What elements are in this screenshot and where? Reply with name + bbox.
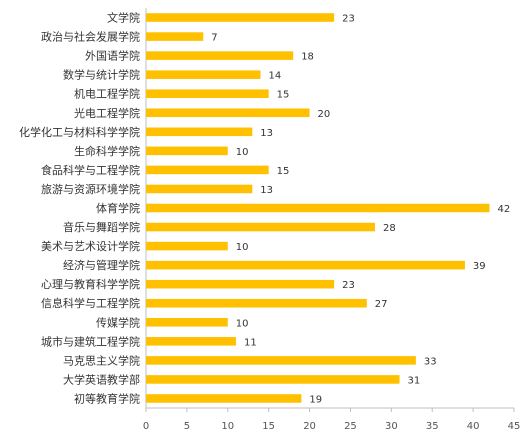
value-label: 10 <box>236 242 249 253</box>
value-label: 15 <box>277 90 290 101</box>
category-label: 数学与统计学院 <box>63 68 140 82</box>
category-label: 心理与教育科学学院 <box>41 277 140 291</box>
category-label: 光电工程学院 <box>74 106 140 120</box>
category-label: 美术与艺术设计学院 <box>41 239 140 253</box>
value-label: 13 <box>260 128 273 139</box>
x-tick-label: 30 <box>385 421 398 432</box>
bar <box>146 165 269 175</box>
x-tick-label: 10 <box>221 421 234 432</box>
bar <box>146 394 302 403</box>
category-label: 初等教育学院 <box>74 391 140 405</box>
bar <box>146 337 236 346</box>
bar <box>146 260 465 270</box>
value-label: 10 <box>236 318 249 329</box>
value-label: 15 <box>277 166 290 177</box>
category-label: 生命科学学院 <box>74 144 140 158</box>
x-tick-label: 0 <box>143 421 149 432</box>
value-label: 7 <box>211 33 217 44</box>
category-label: 大学英语教学部 <box>63 372 140 386</box>
category-label: 化学化工与材料科学学院 <box>19 125 140 139</box>
value-label: 14 <box>268 71 281 82</box>
category-label: 马克思主义学院 <box>63 353 140 367</box>
x-tick-label: 40 <box>467 421 480 432</box>
value-label: 20 <box>318 109 331 120</box>
value-label: 23 <box>342 280 355 291</box>
bar <box>146 89 269 98</box>
category-label: 文学院 <box>107 11 140 25</box>
category-label: 传媒学院 <box>96 315 140 329</box>
bar <box>146 241 228 251</box>
chart-bars <box>146 13 490 403</box>
value-label: 42 <box>497 204 510 215</box>
bar <box>146 318 228 327</box>
bar <box>146 51 294 60</box>
value-label: 23 <box>342 14 355 25</box>
x-tick-label: 5 <box>184 421 190 432</box>
value-label: 27 <box>375 299 388 310</box>
bar <box>146 108 310 118</box>
value-label: 10 <box>236 147 249 158</box>
category-label: 食品科学与工程学院 <box>41 163 140 177</box>
value-label: 19 <box>309 394 322 405</box>
value-label: 39 <box>473 261 486 272</box>
category-label: 体育学院 <box>96 201 140 215</box>
bar <box>146 146 228 156</box>
category-labels: 文学院政治与社会发展学院外国语学院数学与统计学院机电工程学院光电工程学院化学化工… <box>19 11 140 406</box>
value-label: 33 <box>424 356 437 367</box>
x-tick-label: 45 <box>508 421 521 432</box>
x-tick-label: 25 <box>344 421 357 432</box>
bar <box>146 279 335 289</box>
bar <box>146 32 204 41</box>
x-tick-label: 15 <box>262 421 275 432</box>
x-tick-label: 35 <box>426 421 439 432</box>
value-label: 11 <box>244 337 257 348</box>
bar <box>146 356 416 365</box>
bar <box>146 184 253 194</box>
category-label: 城市与建筑工程学院 <box>41 334 140 348</box>
bar <box>146 298 367 308</box>
category-label: 信息科学与工程学院 <box>41 296 140 310</box>
bar <box>146 13 335 22</box>
category-label: 机电工程学院 <box>74 87 140 101</box>
bar <box>146 127 253 137</box>
x-tick-label: 20 <box>303 421 316 432</box>
category-label: 旅游与资源环境学院 <box>41 182 140 196</box>
bar <box>146 70 261 79</box>
category-label: 政治与社会发展学院 <box>41 30 140 44</box>
value-label: 13 <box>260 185 273 196</box>
bar <box>146 375 400 384</box>
category-label: 音乐与舞蹈学院 <box>63 220 140 234</box>
value-label: 31 <box>408 375 421 386</box>
x-axis-ticks: 0 5 10 15 20 25 30 35 40 45 <box>143 408 521 432</box>
value-label: 18 <box>301 52 314 63</box>
category-label: 外国语学院 <box>85 49 140 63</box>
bar <box>146 222 375 232</box>
category-label: 经济与管理学院 <box>63 258 140 272</box>
bar <box>146 203 490 213</box>
value-label: 28 <box>383 223 396 234</box>
